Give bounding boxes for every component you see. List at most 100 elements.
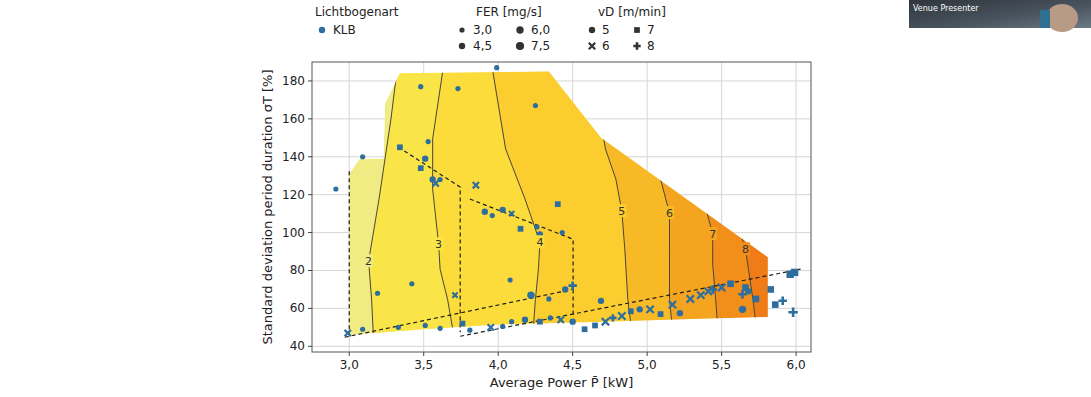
legend-label: 6 [602, 39, 610, 53]
legend-label: 8 [647, 39, 655, 53]
scatter-point [499, 207, 505, 213]
scatter-point [518, 226, 524, 232]
tick-x [498, 352, 499, 356]
legend-size-marker [516, 42, 524, 50]
scatter-point [742, 284, 749, 291]
tick-y [308, 270, 312, 271]
contour-band [620, 62, 720, 352]
contour-line [433, 62, 458, 352]
tick-y [308, 346, 312, 347]
contour-label-bg [364, 254, 373, 267]
plot-frame [312, 62, 811, 352]
scatter-point [727, 280, 734, 287]
legend-marker [319, 27, 325, 33]
tick-label-y: 160 [282, 112, 305, 126]
scatter-point [555, 201, 561, 207]
scatter-point [669, 301, 676, 308]
legend-label: 5 [602, 23, 610, 37]
tick-label-y: 80 [290, 263, 305, 277]
scatter-point [705, 288, 712, 295]
axes: 3,03,54,04,55,05,56,04060801001201401601… [282, 74, 806, 372]
legend-label: 3,0 [473, 23, 492, 37]
legend-title: Lichtbogenart [315, 5, 399, 19]
legend-shape-marker [633, 42, 640, 49]
tick-label-y: 100 [282, 226, 305, 240]
scatter-point [637, 306, 643, 312]
contour-label: 2 [365, 255, 372, 268]
legend-label: 7 [647, 23, 655, 37]
contour-line [369, 62, 399, 352]
contour-label: 3 [435, 238, 442, 251]
tick-x [647, 352, 648, 356]
contour-label: 6 [666, 207, 673, 220]
scatter-point [628, 308, 634, 314]
scatter-point [533, 103, 538, 108]
tick-label-y: 120 [282, 188, 305, 202]
scatter-point [646, 306, 653, 313]
tick-label-x: 6,0 [787, 358, 806, 372]
scatter-point [360, 154, 365, 159]
tick-label-y: 180 [282, 74, 305, 88]
scatter-point [677, 310, 683, 316]
scatter-point [409, 281, 414, 286]
scatter-point [602, 318, 609, 325]
tick-label-x: 3,0 [340, 358, 359, 372]
tick-x [721, 352, 722, 356]
contour-line [591, 62, 636, 352]
scatter-point [592, 323, 598, 329]
tick-label-x: 3,5 [414, 358, 433, 372]
scatter-point [500, 324, 505, 329]
legend-label: 4,5 [473, 39, 492, 53]
contour-label-bg [708, 227, 717, 240]
legend-label: 7,5 [531, 39, 550, 53]
scatter-point [569, 318, 575, 324]
tick-x [796, 352, 797, 356]
scatter-point [560, 230, 565, 235]
contour-line [650, 62, 720, 352]
scatter-point [360, 327, 365, 332]
scatter-point [582, 326, 588, 332]
contour-line [491, 62, 540, 352]
scatter-point [522, 317, 528, 323]
guide-line [349, 171, 350, 334]
scatter-point [558, 317, 564, 323]
contour-label: 5 [618, 205, 625, 218]
scatter-point [490, 213, 495, 218]
presenter-thumbnail: Venue Presenter [909, 0, 1091, 32]
presenter-figure [1046, 4, 1078, 32]
tick-y [308, 308, 312, 309]
scatter-point [426, 139, 431, 144]
tick-y [308, 156, 312, 157]
tick-label-x: 4,5 [563, 358, 582, 372]
scatter-point [546, 296, 551, 301]
scatter-point [509, 319, 514, 324]
tick-label-y: 40 [290, 339, 305, 353]
scatter-point [508, 277, 513, 282]
legend-label: KLB [333, 23, 356, 37]
tick-label-y: 140 [282, 150, 305, 164]
contour-label: 7 [709, 228, 716, 241]
tick-x [349, 352, 350, 356]
scatter-point [598, 298, 604, 304]
contour-band [680, 62, 811, 352]
scatter-point [396, 325, 401, 330]
contour-label: 8 [742, 243, 749, 256]
grid-line-y [312, 346, 811, 347]
scatter-point [509, 211, 514, 216]
scatter-point [767, 286, 774, 293]
scatter-point [788, 307, 797, 316]
legend-size-marker [459, 43, 465, 49]
legend-title: FER [mg/s] [476, 5, 542, 19]
scatter-point [438, 177, 443, 182]
contour-band [650, 62, 760, 352]
legend-shape-marker [589, 43, 595, 49]
scatter-point [687, 295, 694, 302]
scatter-point [718, 284, 725, 291]
contour-line [680, 62, 760, 352]
contour-band [491, 62, 635, 352]
contour-label-bg [434, 237, 443, 250]
scatter-point [397, 144, 403, 150]
scatter-point [753, 296, 760, 303]
scatter-point [534, 224, 539, 229]
contour-band [591, 62, 676, 352]
